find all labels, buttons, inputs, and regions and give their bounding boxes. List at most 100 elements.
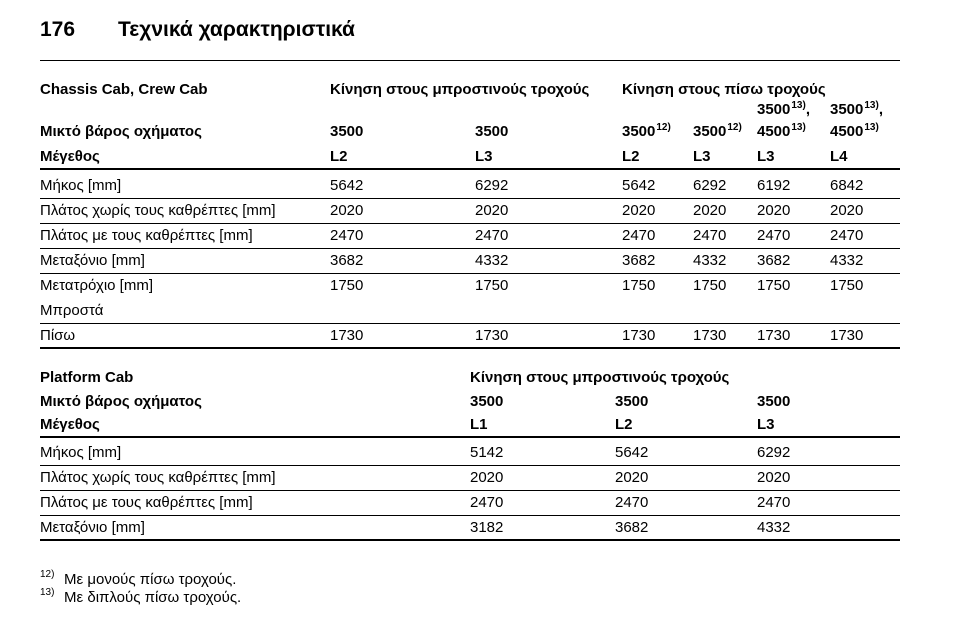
cell: 1750 xyxy=(757,277,791,294)
cell: Πλάτος με τους καθρέπτες [mm] xyxy=(40,494,253,511)
footnote-ref: 12) xyxy=(656,122,671,133)
rule xyxy=(40,515,900,516)
cell: 3682 xyxy=(330,252,364,269)
cell: Κίνηση στους πίσω τροχούς xyxy=(622,81,826,98)
cell: Πλάτος χωρίς τους καθρέπτες [mm] xyxy=(40,202,276,219)
cell: Πίσω xyxy=(40,327,76,344)
rule xyxy=(40,347,900,349)
cell: 1750 xyxy=(330,277,364,294)
cell: 2020 xyxy=(475,202,509,219)
cell: 450013) xyxy=(757,123,806,141)
cell-text: 4500 xyxy=(830,123,864,140)
cell: 2470 xyxy=(693,227,727,244)
cell: 1750 xyxy=(830,277,864,294)
cell: L2 xyxy=(330,148,348,165)
cell: 2470 xyxy=(470,494,504,511)
cell: 2020 xyxy=(622,202,656,219)
cell: L3 xyxy=(757,148,775,165)
cell: Κίνηση στους μπροστινούς τροχούς xyxy=(470,369,730,386)
cell: Κίνηση στους μπροστινούς τροχούς xyxy=(330,81,590,98)
footnote-ref: 13) xyxy=(791,122,806,133)
cell: Πλάτος με τους καθρέπτες [mm] xyxy=(40,227,253,244)
cell: 2020 xyxy=(693,202,727,219)
rule xyxy=(40,465,900,466)
cell: 1730 xyxy=(830,327,864,344)
cell: 3500 xyxy=(757,393,791,410)
cell: 6292 xyxy=(757,444,791,461)
page-number: 176 xyxy=(40,18,76,41)
rule xyxy=(40,168,900,170)
cell-punct: , xyxy=(878,101,883,118)
cell: 4332 xyxy=(693,252,727,269)
cell: 6192 xyxy=(757,177,791,194)
cell: 2020 xyxy=(470,469,504,486)
rule xyxy=(40,539,900,541)
cell: 1730 xyxy=(622,327,656,344)
cell: 5642 xyxy=(330,177,364,194)
cell: 3682 xyxy=(622,252,656,269)
cell: 1750 xyxy=(693,277,727,294)
cell-punct: , xyxy=(805,101,810,118)
cell: 2470 xyxy=(475,227,509,244)
cell: L4 xyxy=(830,148,848,165)
cell: Πλάτος χωρίς τους καθρέπτες [mm] xyxy=(40,469,276,486)
cell: 2020 xyxy=(615,469,649,486)
rule xyxy=(40,223,900,224)
cell: 2020 xyxy=(757,469,791,486)
footnote-ref: 13) xyxy=(791,100,806,111)
cell: 1750 xyxy=(622,277,656,294)
cell: 6292 xyxy=(693,177,727,194)
cell: 5642 xyxy=(622,177,656,194)
cell-text: 3500 xyxy=(693,123,727,140)
cell: Μήκος [mm] xyxy=(40,177,122,194)
cell: 3500 xyxy=(615,393,649,410)
cell: 1750 xyxy=(475,277,509,294)
footnote-ref: 12) xyxy=(727,122,742,133)
cell: 2020 xyxy=(330,202,364,219)
cell: L3 xyxy=(757,416,775,433)
rule xyxy=(40,198,900,199)
cell: 3682 xyxy=(615,519,649,536)
footnote-ref: 13) xyxy=(864,100,879,111)
cell: 6842 xyxy=(830,177,864,194)
cell: 5642 xyxy=(615,444,649,461)
footnote-mark: 12) xyxy=(40,569,55,580)
rule xyxy=(40,273,900,274)
cell: 2470 xyxy=(330,227,364,244)
cell: 2470 xyxy=(615,494,649,511)
cell: L3 xyxy=(475,148,493,165)
cell: 350013), xyxy=(757,101,810,119)
cell: 3682 xyxy=(757,252,791,269)
cell: 4332 xyxy=(757,519,791,536)
cell: Μέγεθος xyxy=(40,148,100,165)
cell: L1 xyxy=(470,416,488,433)
cell: 2020 xyxy=(757,202,791,219)
cell: 350013), xyxy=(830,101,883,119)
cell: 2470 xyxy=(757,227,791,244)
cell: 3500 xyxy=(475,123,509,140)
cell: Chassis Cab, Crew Cab xyxy=(40,81,208,98)
rule xyxy=(40,60,900,61)
cell: 4332 xyxy=(475,252,509,269)
cell: L2 xyxy=(622,148,640,165)
footnote-text: Με μονούς πίσω τροχούς. xyxy=(64,571,237,588)
cell: Platform Cab xyxy=(40,369,134,386)
cell: 3182 xyxy=(470,519,504,536)
cell: 1730 xyxy=(475,327,509,344)
cell: 350012) xyxy=(622,123,671,141)
footnote-text: Με διπλούς πίσω τροχούς. xyxy=(64,589,242,606)
cell: Μεταξόνιο [mm] xyxy=(40,252,145,269)
cell: Μπροστά xyxy=(40,302,104,319)
cell-text: 4500 xyxy=(757,123,791,140)
cell: 3500 xyxy=(330,123,364,140)
cell: 5142 xyxy=(470,444,504,461)
cell-text: 3500 xyxy=(757,101,791,118)
cell: 3500 xyxy=(470,393,504,410)
cell: L3 xyxy=(693,148,711,165)
cell: 1730 xyxy=(757,327,791,344)
cell: L2 xyxy=(615,416,633,433)
cell: 6292 xyxy=(475,177,509,194)
cell: 2470 xyxy=(622,227,656,244)
cell: Μικτό βάρος οχήματος xyxy=(40,123,202,140)
